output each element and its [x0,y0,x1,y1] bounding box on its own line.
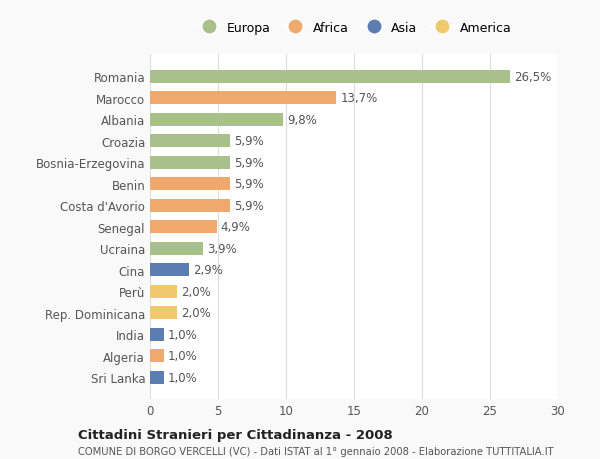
Bar [150,371,164,384]
Text: COMUNE DI BORGO VERCELLI (VC) - Dati ISTAT al 1° gennaio 2008 - Elaborazione TUT: COMUNE DI BORGO VERCELLI (VC) - Dati IST… [78,447,554,456]
Legend: Europa, Africa, Asia, America: Europa, Africa, Asia, America [191,17,517,39]
Text: 2,9%: 2,9% [194,263,223,277]
Bar [150,92,337,105]
Text: 5,9%: 5,9% [235,157,264,169]
Text: 13,7%: 13,7% [340,92,377,105]
Bar [150,199,230,212]
Text: 2,0%: 2,0% [181,307,211,319]
Bar [150,242,203,255]
Bar [150,328,164,341]
Text: 1,0%: 1,0% [167,371,197,384]
Text: Cittadini Stranieri per Cittadinanza - 2008: Cittadini Stranieri per Cittadinanza - 2… [78,428,393,442]
Text: 1,0%: 1,0% [167,328,197,341]
Text: 5,9%: 5,9% [235,135,264,148]
Text: 2,0%: 2,0% [181,285,211,298]
Text: 3,9%: 3,9% [207,242,237,255]
Bar [150,349,164,362]
Text: 26,5%: 26,5% [514,71,552,84]
Text: 5,9%: 5,9% [235,199,264,212]
Bar [150,263,190,276]
Text: 1,0%: 1,0% [167,349,197,362]
Bar [150,221,217,234]
Bar [150,285,177,298]
Bar [150,113,283,127]
Bar [150,307,177,319]
Bar [150,135,230,148]
Text: 4,9%: 4,9% [221,221,251,234]
Text: 5,9%: 5,9% [235,178,264,191]
Bar [150,71,511,84]
Text: 9,8%: 9,8% [287,113,317,127]
Bar [150,157,230,169]
Bar [150,178,230,191]
